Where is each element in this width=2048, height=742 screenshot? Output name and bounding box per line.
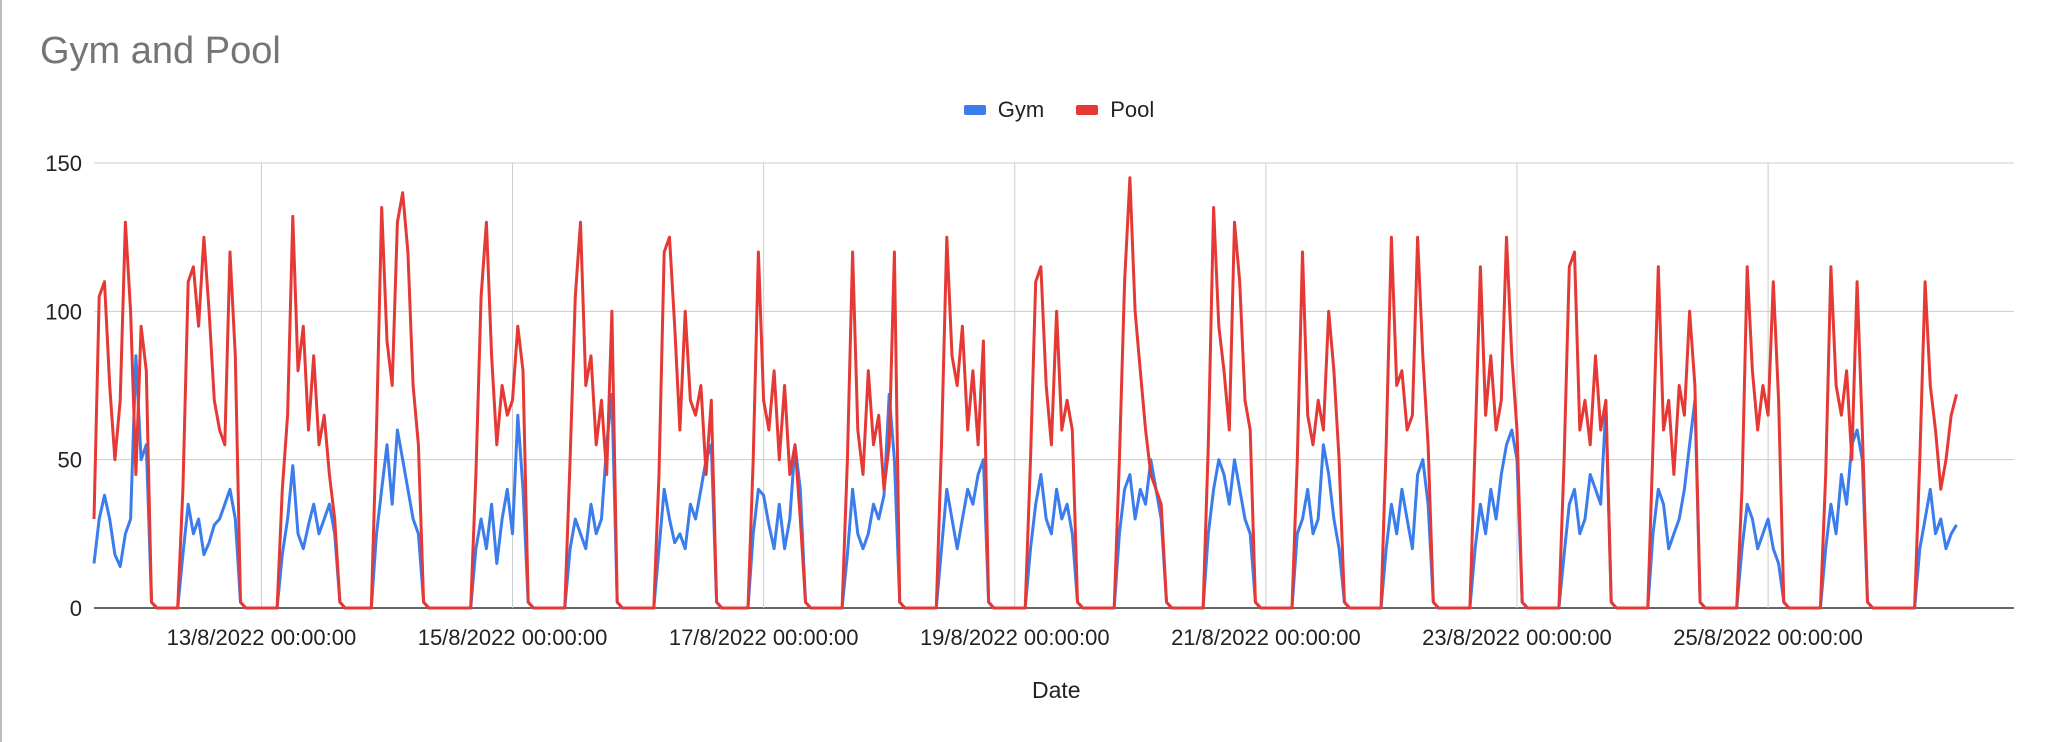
y-tick-label: 150: [45, 151, 82, 176]
y-tick-label: 50: [58, 448, 82, 473]
legend-item-pool[interactable]: Pool: [1076, 97, 1154, 123]
legend-item-gym[interactable]: Gym: [963, 97, 1045, 123]
x-tick-label: 25/8/2022 00:00:00: [1673, 625, 1863, 650]
y-tick-label: 0: [70, 596, 82, 621]
legend-swatch-pool: [1076, 105, 1099, 115]
x-tick-label: 23/8/2022 00:00:00: [1422, 625, 1612, 650]
legend-swatch-gym: [963, 105, 986, 115]
x-tick-label: 21/8/2022 00:00:00: [1171, 625, 1361, 650]
y-tick-label: 100: [45, 299, 82, 324]
x-tick-label: 15/8/2022 00:00:00: [418, 625, 608, 650]
series-line-pool: [92, 176, 1958, 610]
x-tick-label: 17/8/2022 00:00:00: [669, 625, 859, 650]
x-tick-label: 13/8/2022 00:00:00: [167, 625, 357, 650]
x-tick-label: 19/8/2022 00:00:00: [920, 625, 1110, 650]
x-axis-label: Date: [1032, 677, 1081, 703]
legend: Gym Pool: [2, 97, 2046, 123]
legend-label-gym: Gym: [997, 97, 1045, 122]
chart-title: Gym and Pool: [40, 30, 281, 72]
legend-label-pool: Pool: [1110, 97, 1155, 122]
